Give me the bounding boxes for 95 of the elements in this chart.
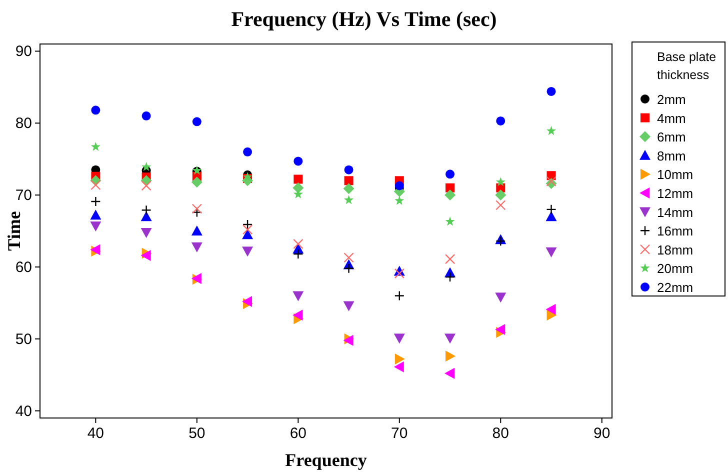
point — [90, 196, 101, 207]
point — [90, 180, 101, 190]
x-axis-title: Frequency — [285, 450, 367, 470]
y-tick-label: 50 — [15, 330, 32, 348]
point — [90, 142, 100, 151]
y-tick-label: 80 — [15, 115, 32, 132]
point — [142, 162, 152, 172]
point — [446, 170, 455, 179]
point — [546, 86, 556, 96]
legend-label: 20mm — [657, 261, 694, 276]
point — [444, 190, 456, 201]
point — [343, 183, 354, 194]
point — [495, 292, 506, 303]
point — [496, 200, 506, 210]
legend-title: Base plate thickness — [657, 50, 716, 82]
legend-label: 18mm — [657, 242, 694, 258]
point — [293, 238, 304, 249]
point — [191, 176, 202, 188]
point — [444, 368, 455, 379]
legend-label: 8mm — [657, 148, 686, 164]
point — [546, 310, 557, 321]
point — [91, 106, 100, 115]
point — [344, 263, 354, 274]
point — [394, 290, 404, 301]
point — [344, 195, 354, 204]
point — [444, 272, 456, 282]
point — [496, 177, 506, 186]
point — [344, 252, 354, 263]
point — [90, 221, 102, 232]
point — [446, 183, 455, 192]
y-tick-label: 90 — [15, 43, 32, 60]
point — [242, 229, 254, 240]
point — [292, 291, 304, 302]
point — [394, 268, 404, 278]
point — [394, 196, 404, 205]
point — [292, 182, 304, 194]
point — [546, 247, 557, 258]
legend-label: 14mm — [657, 204, 694, 220]
y-tick-label: 40 — [15, 402, 32, 420]
point — [444, 334, 456, 344]
point — [142, 111, 151, 120]
x-tick-label: 90 — [594, 425, 610, 442]
point — [546, 211, 557, 222]
x-tick-label: 40 — [87, 425, 104, 442]
point — [394, 361, 404, 372]
point — [294, 156, 303, 166]
point — [293, 189, 303, 198]
point — [191, 226, 202, 236]
y-axis-title: Time — [4, 211, 24, 251]
legend-label: 6mm — [657, 130, 686, 145]
x-tick-label: 60 — [290, 425, 307, 442]
chart-title: Frequency (Hz) Vs Time (sec) — [231, 7, 497, 31]
point — [546, 126, 556, 136]
legend-label: 22mm — [657, 280, 694, 295]
point — [140, 211, 152, 222]
point — [343, 301, 354, 312]
point — [141, 205, 152, 216]
point — [192, 207, 202, 218]
point — [344, 176, 354, 186]
point — [292, 310, 303, 321]
x-tick-label: 80 — [492, 425, 509, 442]
legend-label: 12mm — [657, 186, 694, 201]
point — [546, 204, 556, 215]
point — [446, 350, 456, 362]
legend-label: 4mm — [657, 110, 686, 126]
point — [242, 246, 254, 257]
point — [90, 210, 102, 220]
legend-label: 2mm — [657, 92, 686, 107]
point — [394, 354, 405, 365]
x-tick-label: 50 — [188, 425, 206, 442]
point — [242, 224, 253, 235]
point — [141, 180, 152, 191]
point — [394, 334, 405, 344]
point — [242, 296, 252, 307]
point — [192, 204, 202, 214]
point — [191, 242, 202, 252]
point — [546, 304, 556, 315]
point — [192, 117, 202, 126]
point — [444, 254, 456, 264]
point — [243, 147, 252, 156]
y-tick-label: 70 — [15, 187, 32, 204]
point — [293, 248, 304, 260]
point — [546, 176, 556, 186]
point — [294, 174, 303, 184]
point — [496, 116, 506, 126]
point — [242, 219, 253, 230]
legend-label: 16mm — [657, 224, 694, 239]
point — [344, 165, 354, 174]
point — [495, 324, 506, 336]
x-tick-label: 70 — [391, 425, 408, 442]
legend-label: 10mm — [657, 167, 694, 182]
point — [140, 228, 152, 238]
y-tick-label: 60 — [15, 258, 32, 276]
point — [495, 190, 506, 201]
point — [445, 216, 455, 226]
